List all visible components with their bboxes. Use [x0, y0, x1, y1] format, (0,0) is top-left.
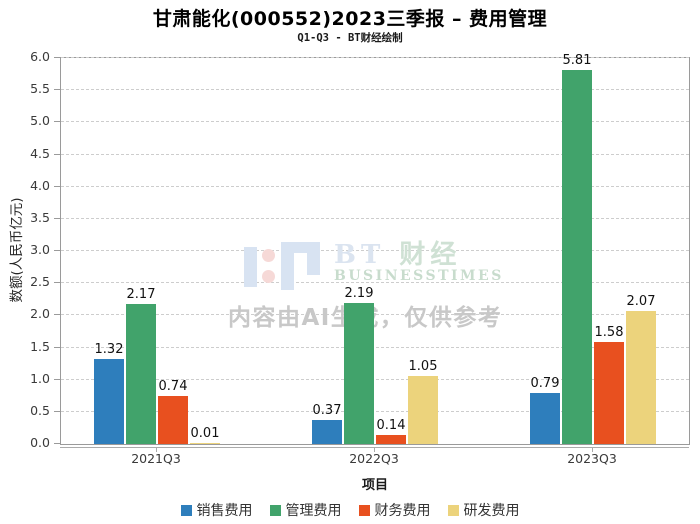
bt-logo-cn: 财经 — [399, 240, 462, 270]
bar — [376, 435, 406, 444]
gridline — [61, 185, 689, 187]
gridline — [61, 57, 689, 58]
y-tick-mark — [54, 410, 60, 412]
chart-title: 甘肃能化(000552)2023三季报 – 费用管理 — [152, 8, 548, 30]
bar — [190, 443, 220, 444]
bar — [344, 303, 374, 444]
y-tick-mark — [54, 217, 60, 219]
y-tick-label: 6.0 — [30, 49, 50, 64]
bar-value-label: 0.37 — [312, 403, 342, 419]
legend-item: 销售费用 — [180, 500, 253, 520]
y-tick-mark — [54, 153, 60, 155]
bt-businesstimes-watermark: BT 财经 BUSINESSTIMES — [244, 242, 504, 292]
y-tick-mark — [54, 57, 60, 58]
y-tick-label: 2.5 — [30, 274, 50, 290]
logo-dot — [262, 270, 275, 283]
bar-value-label: 2.19 — [344, 286, 374, 302]
logo-bar — [281, 242, 294, 290]
bar — [126, 304, 156, 444]
logo-dot — [262, 249, 275, 262]
bar — [408, 376, 438, 444]
x-axis-label: 项目 — [361, 478, 388, 493]
y-tick-mark — [54, 121, 60, 123]
bt-logo-subtitle: BUSINESSTIMES — [334, 268, 504, 284]
gridline — [61, 410, 689, 412]
y-tick-label: 4.5 — [30, 145, 50, 161]
legend: 销售费用 管理费用 财务费用 研发费用 — [0, 500, 700, 520]
bar — [312, 420, 342, 444]
bar-value-label: 0.01 — [190, 426, 220, 442]
y-tick-label: 2.0 — [30, 306, 50, 322]
bar-value-label: 0.14 — [376, 418, 406, 433]
bt-logo-bt: BT — [334, 240, 386, 270]
y-tick-label: 5.0 — [30, 113, 50, 129]
gridline — [61, 378, 689, 380]
x-tick-label: 2021Q3 — [131, 451, 181, 466]
y-tick-label: 1.5 — [30, 338, 50, 354]
bar — [530, 393, 560, 444]
gridline — [61, 153, 689, 155]
y-tick-mark — [54, 443, 60, 444]
bt-logo-icon — [244, 242, 324, 292]
y-tick-mark — [54, 378, 60, 380]
y-tick-label: 0.5 — [30, 402, 50, 418]
gridline — [61, 121, 689, 123]
bar-value-label: 5.81 — [562, 53, 592, 69]
gridline — [61, 250, 689, 251]
legend-label: 财务费用 — [374, 503, 431, 519]
x-tick-mark — [592, 447, 593, 452]
x-tick-label: 2022Q3 — [349, 451, 399, 466]
plot-area: BT 财经 BUSINESSTIMES 内容由AI生成，仅供参考 1.322.1… — [60, 53, 690, 445]
gridline — [61, 282, 689, 284]
y-tick-label: 1.0 — [30, 370, 50, 386]
legend-swatch-icon — [358, 504, 370, 516]
chart-subtitle: Q1-Q3 - BT财经绘制 — [297, 32, 403, 44]
legend-swatch-icon — [447, 504, 459, 516]
legend-item: 研发费用 — [447, 500, 520, 520]
logo-bar — [294, 242, 309, 253]
bar-value-label: 2.07 — [626, 293, 656, 309]
legend-swatch-icon — [269, 504, 281, 516]
legend-label: 管理费用 — [285, 503, 342, 519]
bar-value-label: 0.79 — [530, 376, 560, 392]
bar-value-label: 1.32 — [94, 342, 124, 358]
y-tick-label: 5.5 — [30, 81, 50, 97]
bar-value-label: 2.17 — [126, 287, 156, 303]
bar — [94, 359, 124, 444]
y-tick-mark — [54, 314, 60, 316]
bar-value-label: 1.05 — [408, 359, 438, 375]
legend-swatch-icon — [180, 504, 192, 516]
logo-bar — [307, 242, 320, 275]
bar — [158, 396, 188, 444]
legend-item: 财务费用 — [358, 500, 431, 520]
gridline — [61, 89, 689, 91]
x-tick-label: 2023Q3 — [567, 451, 617, 466]
logo-bar — [244, 247, 257, 287]
bar-value-label: 0.74 — [158, 379, 188, 395]
legend-label: 研发费用 — [463, 503, 520, 519]
y-tick-mark — [54, 346, 60, 348]
x-tick-mark — [156, 447, 157, 452]
bt-logo-text: BT 财经 BUSINESSTIMES — [334, 242, 504, 284]
y-tick-mark — [54, 250, 60, 251]
gridline — [61, 346, 689, 348]
y-tick-label: 0.0 — [30, 435, 50, 450]
bt-logo-title: BT 财经 — [334, 242, 504, 268]
bar-value-label: 1.58 — [594, 325, 624, 341]
x-tick-mark — [374, 447, 375, 452]
legend-item: 管理费用 — [269, 500, 342, 520]
y-tick-label: 3.5 — [30, 209, 50, 225]
bar — [594, 342, 624, 444]
y-tick-mark — [54, 185, 60, 187]
y-tick-mark — [54, 282, 60, 284]
gridline — [61, 217, 689, 219]
y-tick-label: 3.0 — [30, 242, 50, 257]
y-tick-label: 4.0 — [30, 177, 50, 193]
bar — [562, 70, 592, 444]
bar — [626, 310, 656, 444]
y-tick-mark — [54, 89, 60, 91]
gridline — [61, 314, 689, 316]
legend-label: 销售费用 — [196, 503, 253, 519]
